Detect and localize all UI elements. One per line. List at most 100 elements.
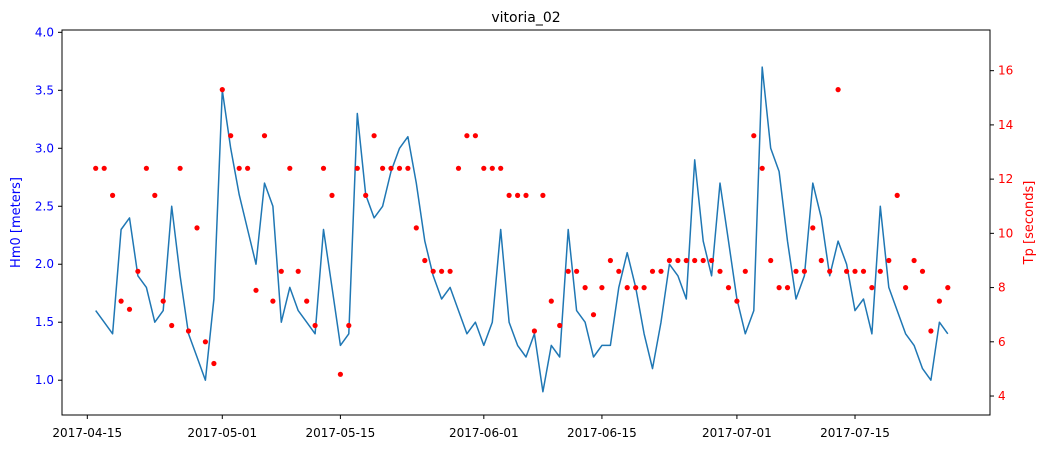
tp-point	[498, 165, 504, 171]
tp-point	[185, 328, 192, 334]
tp-point	[860, 268, 867, 274]
tp-point	[801, 268, 808, 274]
tp-point	[380, 165, 386, 171]
left-y-tick-label: 2.5	[35, 199, 54, 213]
axes-border	[61, 29, 991, 416]
tp-point	[903, 285, 909, 291]
tp-point	[776, 285, 782, 291]
tp-point	[590, 312, 597, 318]
left-y-tick-label: 1.0	[35, 373, 54, 387]
tp-point	[329, 192, 335, 198]
tp-point	[810, 225, 816, 231]
tp-point	[304, 298, 310, 304]
tp-point	[143, 165, 149, 171]
tp-point	[531, 328, 538, 334]
tp-point	[219, 87, 225, 93]
right-y-tick-label: 8	[998, 281, 1006, 295]
left-y-tick-label: 4.0	[35, 25, 54, 39]
tp-point	[886, 257, 892, 264]
tp-point	[211, 360, 217, 367]
tp-point	[734, 298, 740, 304]
tp-point	[312, 322, 318, 329]
tp-point	[692, 257, 698, 264]
tp-point	[405, 165, 411, 171]
hm0-line	[95, 66, 949, 393]
tp-point	[337, 371, 343, 377]
left-y-tick-label: 1.5	[35, 315, 54, 329]
tp-point	[641, 285, 647, 291]
tp-point	[649, 268, 656, 274]
left-y-tick-label: 3.5	[35, 83, 54, 97]
tp-point	[793, 268, 799, 274]
tp-point	[388, 165, 394, 171]
tp-point	[481, 165, 487, 171]
tp-point	[228, 133, 234, 139]
tp-point	[894, 192, 900, 198]
tp-point	[784, 285, 791, 291]
tp-point	[624, 285, 630, 291]
tp-point	[523, 192, 529, 198]
tp-point	[472, 133, 478, 139]
tp-point	[261, 133, 268, 139]
x-tick-label: 2017-06-01	[449, 426, 519, 440]
tp-point	[320, 165, 327, 171]
tp-point	[742, 268, 748, 274]
tp-point	[869, 285, 875, 291]
tp-point	[253, 287, 259, 293]
tp-point	[396, 165, 403, 171]
tp-point	[751, 133, 757, 139]
tp-point	[413, 225, 419, 231]
tp-point	[439, 268, 445, 274]
tp-point	[202, 339, 208, 345]
tp-point	[489, 165, 495, 171]
x-tick-label: 2017-07-15	[820, 426, 890, 440]
tp-point	[607, 257, 614, 264]
tp-point	[599, 285, 605, 291]
right-y-axis: 4 6 8 10 12 14 16	[990, 64, 1013, 403]
tp-point	[911, 257, 917, 264]
tp-point	[278, 268, 284, 274]
left-y-tick-label: 3.0	[35, 141, 54, 155]
tp-point	[354, 165, 360, 171]
tp-point	[126, 306, 133, 312]
tp-point	[919, 268, 926, 274]
tp-point	[844, 268, 850, 274]
right-y-tick-label: 16	[998, 64, 1013, 78]
tp-point	[506, 192, 512, 198]
tp-point	[118, 298, 124, 304]
right-y-axis-label: Tp [seconds]	[1022, 181, 1037, 266]
tp-point	[455, 165, 462, 171]
tp-point	[683, 257, 689, 264]
tp-point	[270, 298, 276, 304]
tp-point	[110, 192, 116, 198]
tp-point	[557, 322, 563, 329]
tp-point	[616, 268, 622, 274]
tp-point	[565, 268, 571, 274]
tp-point	[675, 257, 681, 264]
tp-point	[363, 192, 369, 198]
tp-point	[700, 257, 706, 264]
axes-frame	[61, 29, 991, 416]
tp-point	[152, 192, 158, 198]
right-y-tick-label: 12	[998, 172, 1013, 186]
tp-point	[717, 268, 723, 274]
left-y-axis: 1.0 1.5 2.0 2.5 3.0 3.5 4.0	[35, 25, 62, 387]
x-axis: 2017-04-15 2017-05-01 2017-05-15 2017-06-01…	[52, 415, 890, 440]
tp-point	[759, 165, 765, 171]
tp-point	[835, 87, 841, 93]
tp-point	[709, 257, 715, 264]
right-y-tick-label: 10	[998, 226, 1013, 240]
tp-point	[827, 268, 833, 274]
tp-point	[768, 257, 774, 264]
tp-point	[287, 165, 293, 171]
tp-point	[245, 165, 251, 171]
tp-point	[574, 268, 580, 274]
right-y-tick-label: 14	[998, 118, 1013, 132]
x-tick-label: 2017-06-15	[567, 426, 637, 440]
x-tick-label: 2017-05-01	[187, 426, 257, 440]
tp-point	[658, 268, 664, 274]
x-tick-label: 2017-05-15	[306, 426, 376, 440]
right-y-tick-label: 4	[998, 389, 1006, 403]
tp-point	[194, 225, 200, 231]
